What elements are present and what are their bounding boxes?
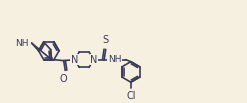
- Text: O: O: [60, 74, 67, 84]
- Text: S: S: [103, 35, 109, 45]
- Text: NH: NH: [108, 55, 121, 64]
- Text: N: N: [90, 55, 98, 65]
- Text: N: N: [71, 55, 78, 65]
- Text: Cl: Cl: [126, 91, 136, 101]
- Text: NH: NH: [15, 39, 29, 48]
